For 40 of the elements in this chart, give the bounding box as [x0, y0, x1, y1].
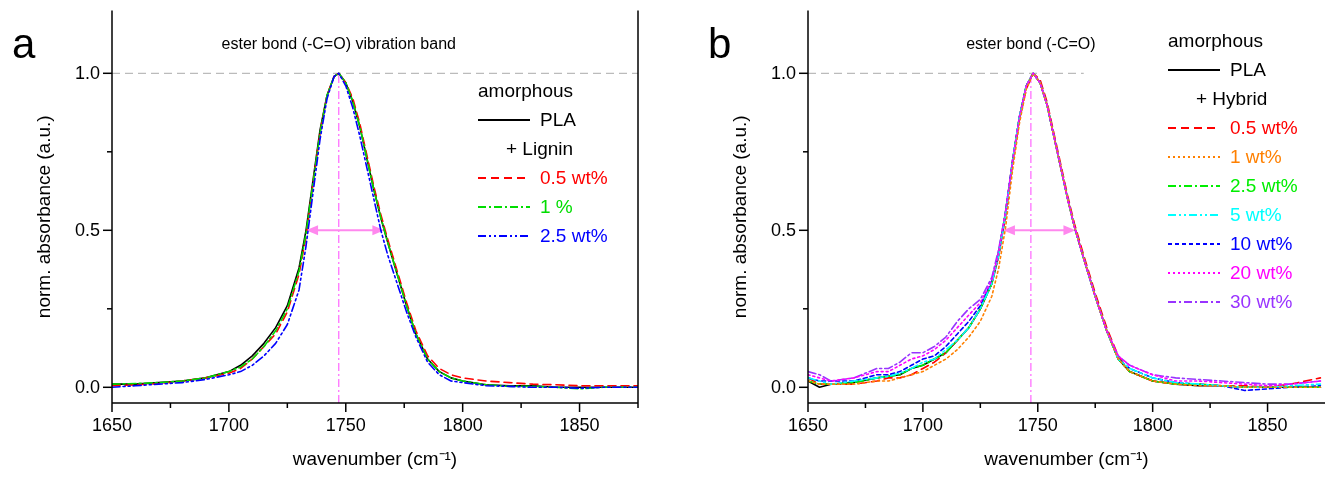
text: a	[12, 20, 36, 67]
legend-label: PLA	[540, 109, 577, 130]
legend-title: amorphous	[1168, 30, 1264, 51]
legend-label: 20 wt%	[1230, 262, 1293, 283]
legend-label: 1 %	[540, 196, 573, 217]
x-axis-title: wavenumber (cm⁻¹)	[291, 448, 458, 469]
legend-label: PLA	[1230, 59, 1267, 80]
x-tick-label: 1650	[91, 415, 133, 435]
y-tick-label: 0.5	[74, 220, 100, 241]
y-tick-label: 0.0	[74, 377, 100, 398]
y-axis-title: norm. absorbance (a.u.)	[33, 115, 54, 319]
x-tick-label: 1800	[442, 415, 483, 435]
legend-label: 30 wt%	[1230, 291, 1293, 312]
y-tick-label: 0.0	[770, 377, 796, 398]
x-tick-label: 1700	[902, 415, 943, 435]
legend-label: 2.5 wt%	[540, 225, 608, 246]
legend-label: 0.5 wt%	[540, 167, 608, 188]
x-tick-label: 1850	[559, 415, 600, 435]
legend-label: 10 wt%	[1230, 233, 1293, 254]
annotation: ester bond (-C=O) vibration band	[221, 34, 456, 52]
y-tick-label: 1.0	[770, 63, 796, 84]
x-tick-label: 1850	[1247, 415, 1288, 435]
legend-label: 5 wt%	[1230, 204, 1282, 225]
legend-label: 2.5 wt%	[1230, 175, 1298, 196]
y-tick-label: 0.5	[770, 220, 796, 241]
annotation: ester bond (-C=O)	[966, 34, 1096, 52]
x-tick-label: 1650	[787, 415, 829, 435]
annotation: + Lignin	[506, 138, 574, 159]
x-tick-label: 1750	[325, 415, 366, 435]
x-axis-title: wavenumber (cm⁻¹)	[983, 448, 1149, 469]
text: b	[708, 20, 732, 67]
y-tick-label: 1.0	[74, 63, 100, 84]
y-axis-title: norm. absorbance (a.u.)	[729, 115, 750, 319]
legend-title: amorphous	[478, 80, 574, 101]
x-tick-label: 1750	[1017, 415, 1058, 435]
annotation: + Hybrid	[1196, 88, 1268, 109]
x-tick-label: 1800	[1132, 415, 1173, 435]
legend-label: 1 wt%	[1230, 146, 1282, 167]
legend-label: 0.5 wt%	[1230, 117, 1298, 138]
x-tick-label: 1700	[208, 415, 249, 435]
